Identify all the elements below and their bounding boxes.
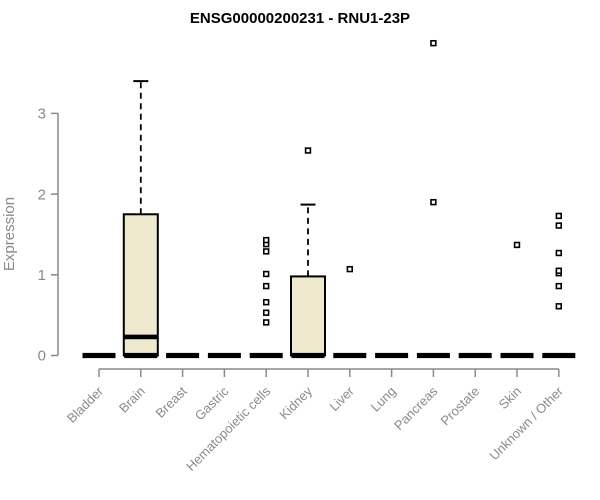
- zero-bar: [416, 352, 450, 359]
- x-tick-label: Skin: [496, 384, 524, 412]
- outlier-point: [555, 267, 563, 274]
- median-line: [124, 334, 158, 340]
- outlier-point: [304, 147, 312, 154]
- zero-bar: [124, 352, 158, 359]
- outlier-point: [262, 236, 270, 244]
- outlier-point: [555, 282, 563, 290]
- zero-bar: [207, 352, 241, 359]
- zero-bar: [333, 352, 367, 359]
- x-tick-label: Gastric: [192, 383, 232, 423]
- boxplot-hematopoietic-cells: [249, 236, 283, 359]
- boxplot-lung: [375, 352, 409, 359]
- boxplot-gastric: [207, 352, 241, 359]
- x-tick-label: Brain: [116, 384, 148, 416]
- outlier-point: [262, 299, 270, 306]
- boxplot-prostate: [458, 352, 492, 359]
- outlier-point: [555, 303, 563, 310]
- zero-bar: [542, 352, 576, 359]
- zero-bar: [166, 352, 200, 359]
- y-tick-label: 1: [38, 267, 46, 284]
- outlier-point: [555, 212, 563, 220]
- x-tick-label: Bladder: [64, 383, 107, 426]
- chart-title: ENSG00000200231 - RNU1-23P: [190, 10, 410, 27]
- y-tick-label: 2: [38, 186, 46, 203]
- outlier-point: [430, 39, 437, 47]
- boxplot-brain: [122, 80, 159, 359]
- zero-bar: [249, 352, 283, 359]
- outlier-point: [262, 309, 270, 316]
- boxes-group: [82, 39, 576, 359]
- zero-bar: [458, 352, 492, 359]
- outlier-point: [555, 222, 563, 229]
- boxplot-breast: [166, 352, 200, 359]
- boxplot-kidney: [290, 147, 326, 359]
- zero-bar: [375, 352, 409, 359]
- x-tick-label: Pancreas: [391, 383, 441, 433]
- outlier-point: [262, 248, 270, 255]
- x-tick-label: Lung: [368, 384, 399, 415]
- y-axis-label: Expression: [1, 197, 18, 271]
- zero-bar: [291, 352, 325, 359]
- x-tick-label: Breast: [153, 383, 190, 420]
- y-tick-label: 0: [38, 348, 46, 365]
- outlier-point: [346, 265, 353, 273]
- outlier-point: [513, 241, 521, 249]
- outlier-point: [430, 198, 437, 206]
- zero-bar: [82, 352, 116, 359]
- box-body: [122, 213, 159, 357]
- outlier-point: [555, 249, 563, 257]
- outlier-point: [262, 282, 270, 290]
- zero-bar: [500, 352, 534, 359]
- outlier-point: [262, 270, 270, 278]
- x-tick-label: Unknown / Other: [486, 383, 566, 463]
- boxplot-unknown-other: [542, 212, 576, 359]
- outlier-point: [262, 319, 270, 326]
- boxplot-pancreas: [416, 39, 450, 359]
- boxplot-skin: [500, 241, 534, 359]
- y-tick-label: 3: [38, 106, 46, 123]
- boxplot-liver: [333, 265, 367, 359]
- box-body: [290, 275, 326, 357]
- x-tick-label: Prostate: [437, 384, 482, 429]
- x-tick-label: Liver: [326, 383, 357, 414]
- boxplot-bladder: [82, 352, 116, 359]
- x-tick-label: Kidney: [276, 383, 315, 422]
